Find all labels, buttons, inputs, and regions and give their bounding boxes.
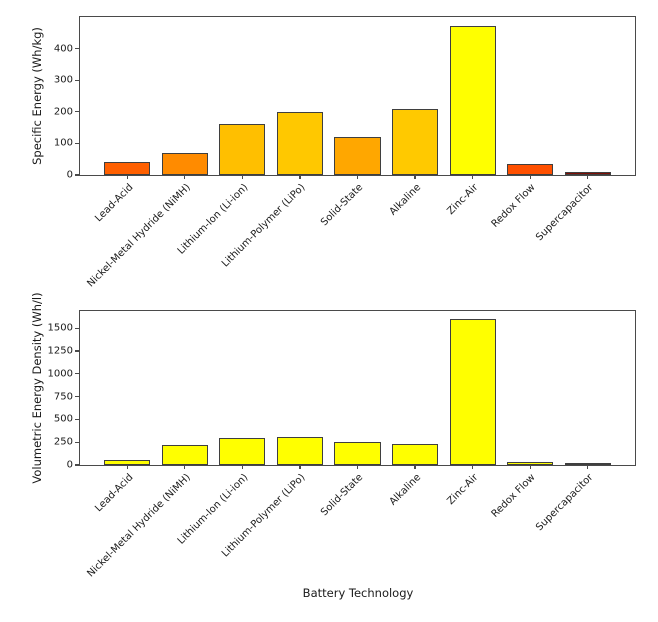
bar bbox=[507, 163, 554, 175]
x-tick-mark bbox=[241, 175, 243, 179]
x-tick-mark bbox=[356, 175, 359, 179]
bar bbox=[334, 442, 381, 465]
x-tick-mark bbox=[529, 465, 531, 469]
x-tick-mark bbox=[299, 465, 301, 469]
y-tick-mark bbox=[75, 350, 79, 352]
x-tick-label: Alkaline bbox=[387, 472, 423, 508]
bar bbox=[392, 444, 439, 465]
x-tick-mark bbox=[414, 465, 416, 469]
x-tick-mark bbox=[184, 465, 186, 469]
x-tick-mark bbox=[529, 175, 531, 179]
y-tick-mark bbox=[75, 464, 79, 466]
x-tick-label: Supercapacitor bbox=[534, 472, 596, 534]
x-tick-mark bbox=[126, 465, 128, 469]
y-tick-label: 300 bbox=[53, 74, 73, 86]
x-tick-label: Alkaline bbox=[387, 182, 423, 218]
bar bbox=[161, 152, 208, 175]
y-tick-mark bbox=[75, 373, 79, 375]
y-tick-label: 1500 bbox=[47, 322, 73, 334]
specific-energy-axes: Lead-Acid Nickel-Metal Hydride (NiMH) Lith… bbox=[54, 16, 636, 290]
x-tick-mark bbox=[587, 175, 589, 179]
y-tick-label: 400 bbox=[53, 43, 73, 55]
x-tick-label: Lead-Acid bbox=[92, 472, 136, 515]
y-tick-label: 0 bbox=[66, 459, 73, 471]
bar bbox=[219, 437, 266, 465]
bar bbox=[161, 444, 208, 465]
bar bbox=[449, 319, 496, 465]
x-tick-mark bbox=[184, 175, 186, 179]
y-tick-mark bbox=[75, 48, 79, 50]
bar bbox=[276, 437, 323, 465]
x-tick-label: Nickel-Metal Hydride (NiMH) bbox=[85, 182, 193, 290]
bar bbox=[392, 108, 439, 175]
bar bbox=[276, 111, 323, 175]
y-tick-label: 1250 bbox=[47, 345, 73, 357]
bar bbox=[334, 137, 381, 175]
x-tick-label: Solid-State bbox=[318, 182, 366, 229]
bar bbox=[104, 162, 151, 175]
x-tick-mark bbox=[471, 465, 474, 469]
x-tick-mark bbox=[299, 175, 301, 179]
y-tick-mark bbox=[75, 79, 79, 81]
y-tick-label: 100 bbox=[53, 137, 73, 149]
x-tick-mark bbox=[356, 465, 359, 469]
bar bbox=[564, 172, 611, 175]
x-tick-mark bbox=[587, 465, 589, 469]
specific-energy-ylabel: Specific Energy (Wh/kg) bbox=[30, 27, 44, 165]
x-tick-label: Zinc-Air bbox=[445, 182, 481, 218]
x-tick-label: Redox Flow bbox=[489, 182, 538, 230]
y-tick-mark bbox=[75, 418, 79, 421]
y-tick-label: 200 bbox=[53, 106, 73, 118]
y-tick-mark bbox=[75, 327, 79, 329]
y-tick-label: 1000 bbox=[47, 368, 73, 380]
x-tick-label: Supercapacitor bbox=[534, 182, 596, 244]
x-tick-label: Redox Flow bbox=[489, 472, 538, 520]
x-tick-label: Solid-State bbox=[318, 472, 366, 519]
bar bbox=[507, 462, 554, 465]
y-tick-mark bbox=[75, 174, 79, 176]
y-tick-mark bbox=[75, 441, 79, 443]
bar bbox=[104, 459, 151, 465]
volumetric-energy-ylabel: Volumetric Energy Density (Wh/l) bbox=[30, 292, 44, 484]
bar bbox=[564, 463, 611, 465]
y-tick-mark bbox=[75, 111, 79, 113]
y-tick-label: 0 bbox=[66, 169, 73, 181]
y-tick-label: 750 bbox=[53, 391, 73, 403]
y-tick-label: 250 bbox=[53, 436, 73, 448]
bar bbox=[449, 26, 496, 175]
y-tick-mark bbox=[75, 396, 79, 398]
y-tick-label: 500 bbox=[53, 413, 73, 425]
x-tick-mark bbox=[241, 465, 243, 469]
x-axis-title: Battery Technology bbox=[302, 586, 414, 600]
x-tick-mark bbox=[126, 175, 128, 179]
y-tick-mark bbox=[75, 142, 79, 144]
x-tick-mark bbox=[414, 175, 416, 179]
volumetric-energy-axes: Lead-Acid Nickel-Metal Hydride (NiMH) Lith… bbox=[48, 310, 636, 580]
x-tick-mark bbox=[471, 175, 474, 179]
x-tick-label: Lead-Acid bbox=[92, 182, 136, 225]
x-tick-label: Zinc-Air bbox=[445, 472, 481, 508]
bar bbox=[219, 124, 266, 175]
x-tick-label: Nickel-Metal Hydride (NiMH) bbox=[85, 472, 193, 580]
